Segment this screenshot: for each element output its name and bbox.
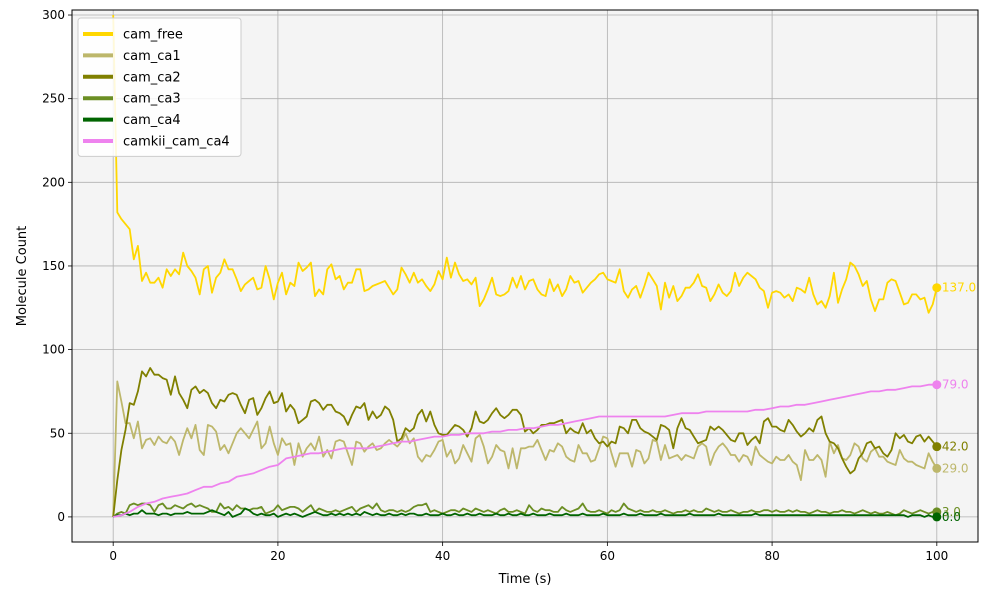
legend-label-cam_ca2: cam_ca2: [123, 70, 181, 85]
end-value-label-cam_ca2: 42.0: [942, 440, 969, 454]
legend-box: [77, 17, 242, 157]
end-marker-cam_ca2: [932, 442, 942, 452]
x-tick-label: 0: [109, 549, 117, 563]
y-tick-label: 150: [42, 259, 65, 273]
legend: cam_free cam_ca1 cam_ca2 cam_ca3 cam_ca4camk…: [77, 17, 242, 157]
legend-label-cam_ca1: cam_ca1: [123, 49, 181, 64]
x-tick-label: 100: [925, 549, 948, 563]
y-tick-label: 0: [57, 510, 65, 524]
plot-frame: [71, 9, 979, 543]
legend-label-cam_ca3: cam_ca3: [123, 92, 181, 107]
series-line-camkii_cam_ca4: [113, 383, 937, 518]
x-axis-ticks: 0 20 40 60 80 100: [109, 542, 948, 563]
y-axis-ticks: 0 50 100 150 200 250 300: [42, 8, 72, 524]
series-line-cam_ca2: [112, 367, 938, 517]
series-line-cam_free: [112, 14, 938, 314]
legend-label-cam_ca4: cam_ca4: [123, 113, 181, 128]
y-tick-label: 300: [42, 8, 65, 22]
x-axis-label: Time (s): [498, 572, 552, 587]
series-lines: [112, 14, 938, 518]
end-value-label-cam_ca3: 3.0: [942, 505, 961, 519]
x-tick-label: 40: [435, 549, 450, 563]
y-tick-label: 100: [42, 343, 65, 357]
end-value-label-cam_ca4: 0.0: [942, 510, 961, 524]
x-tick-label: 20: [270, 549, 285, 563]
y-axis-label: Molecule Count: [15, 226, 30, 327]
legend-label-camkii_cam_ca4: camkii_cam_ca4: [123, 135, 230, 150]
end-marker-cam_free: [932, 283, 942, 293]
end-value-label-cam_free: 137.0: [942, 281, 976, 295]
x-tick-label: 80: [764, 549, 779, 563]
series-line-cam_ca4: [112, 507, 937, 518]
end-marker-cam_ca4: [932, 512, 942, 522]
end-value-label-camkii_cam_ca4: 79.0: [942, 378, 969, 392]
end-markers: 137.0 29.0 42.0 3.00.0 79.0: [932, 281, 976, 524]
y-tick-label: 50: [50, 426, 65, 440]
end-value-label-cam_ca1: 29.0: [942, 461, 969, 475]
series-line-cam_ca1: [112, 380, 938, 517]
y-tick-label: 200: [42, 175, 65, 189]
legend-label-cam_free: cam_free: [123, 28, 183, 43]
x-tick-label: 60: [600, 549, 615, 563]
series-line-cam_ca3: [112, 502, 937, 518]
y-tick-label: 250: [42, 92, 65, 106]
end-marker-camkii_cam_ca4: [932, 380, 942, 390]
end-marker-cam_ca1: [932, 463, 942, 473]
